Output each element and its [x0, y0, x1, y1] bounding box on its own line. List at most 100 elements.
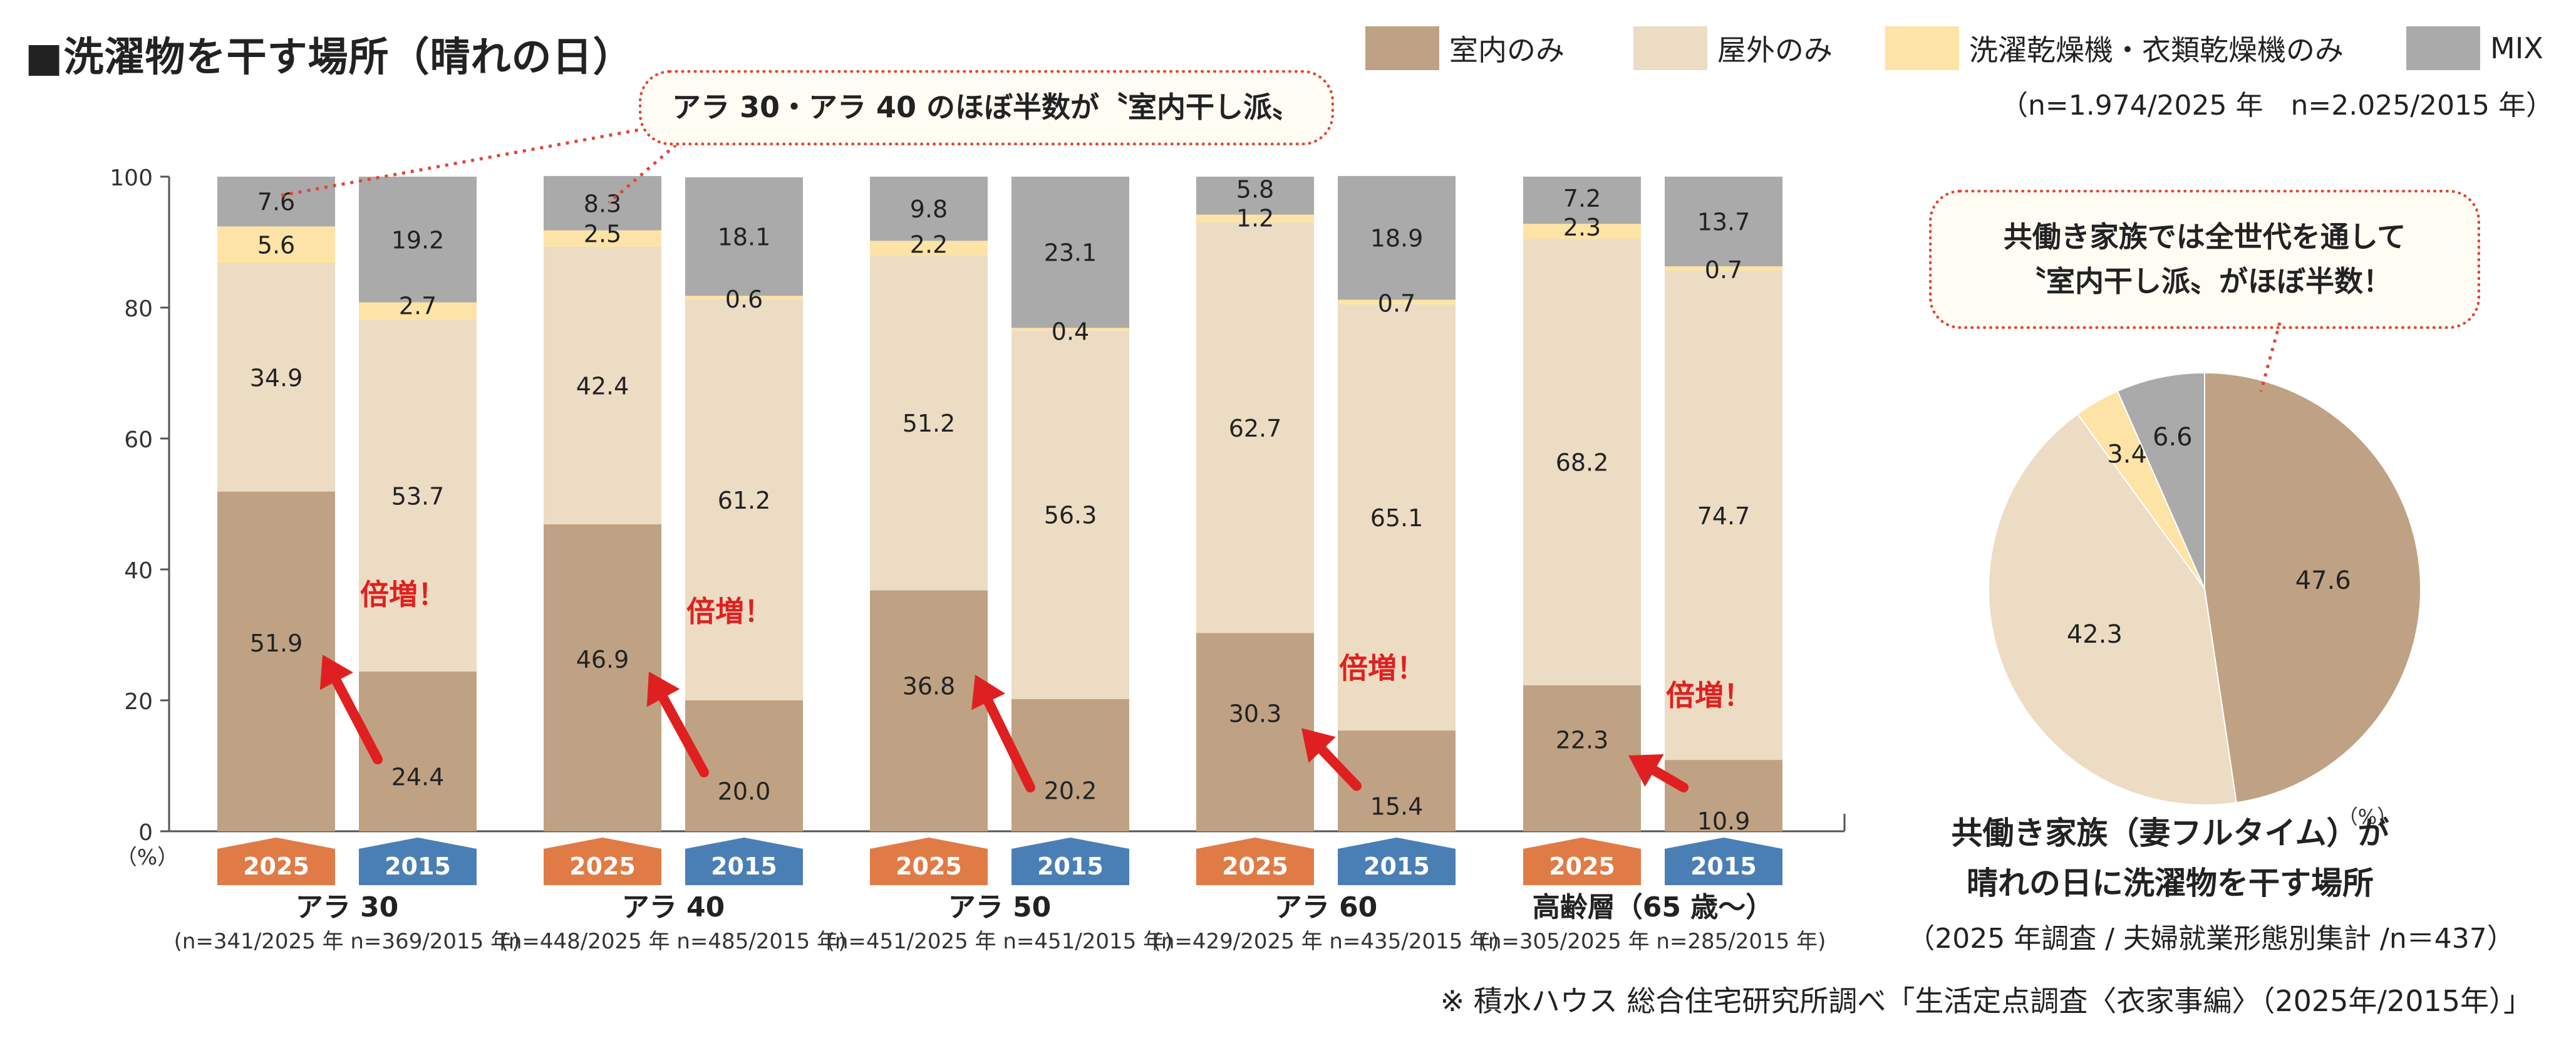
increase-arrowhead — [971, 675, 1006, 710]
bar-segment-indoor — [217, 491, 335, 831]
increase-label: 倍増！ — [1339, 651, 1425, 685]
year-badge-2015 — [359, 838, 477, 885]
bar-value-label: 42.4 — [576, 372, 629, 400]
sample-size-note: （n=1.974/2025 年 n=2.025/2015 年） — [2000, 90, 2553, 122]
legend-swatch-dryer — [1885, 26, 1959, 70]
bar-segment-outdoor — [1523, 239, 1641, 685]
bar-value-label: 0.4 — [1052, 318, 1089, 345]
y-unit-label: （%） — [116, 845, 178, 870]
bar-value-label: 7.2 — [1563, 185, 1601, 212]
year-badge-label: 2025 — [1222, 853, 1288, 880]
bar-segment-indoor — [1196, 633, 1314, 831]
pie-value-label: 3.4 — [2107, 440, 2147, 469]
bar-segment-dryer — [1196, 214, 1314, 223]
group-sample-size: (n=451/2025 年 n=451/2015 年) — [827, 929, 1173, 954]
group-label: アラ 30 — [296, 891, 399, 923]
increase-arrowhead — [646, 672, 680, 707]
bar-segment-dryer — [870, 241, 988, 256]
bar-value-label: 56.3 — [1044, 502, 1097, 529]
bar-segment-outdoor — [1338, 304, 1456, 731]
y-tick-label: 100 — [110, 165, 153, 191]
year-badge-2025 — [217, 838, 335, 885]
bar-segment-indoor — [870, 590, 988, 831]
increase-label: 倍増！ — [360, 578, 447, 611]
bar-value-label: 2.2 — [910, 231, 948, 258]
bar-value-label: 19.2 — [391, 226, 445, 254]
bar-value-label: 18.1 — [718, 224, 771, 251]
year-badge-2025 — [1523, 838, 1641, 885]
y-tick-label: 20 — [124, 689, 153, 715]
year-badge-label: 2015 — [385, 853, 451, 880]
bar-segment-mix — [1196, 177, 1314, 215]
bar-value-label: 5.6 — [257, 232, 295, 259]
bar-value-label: 2.5 — [584, 221, 621, 248]
legend-item-indoor: 室内のみ — [1365, 26, 1565, 70]
bar-segment-indoor — [1011, 698, 1129, 831]
year-badge-label: 2025 — [1549, 853, 1615, 880]
bar-value-label: 36.8 — [903, 673, 956, 700]
bar-segment-dryer — [544, 230, 661, 247]
bar-value-label: 0.6 — [725, 286, 763, 313]
y-tick-label: 60 — [124, 427, 153, 453]
bar-value-label: 9.8 — [910, 195, 948, 223]
source-note: ※ 積水ハウス 総合住宅研究所調べ「生活定点調査〈衣家事編〉（2025年/201… — [1440, 984, 2532, 1018]
year-badge-label: 2015 — [711, 853, 777, 880]
bar-segment-outdoor — [217, 262, 335, 492]
bar-segment-outdoor — [1196, 222, 1314, 633]
bar-segment-mix — [1338, 175, 1456, 300]
bar-value-label: 1.2 — [1236, 205, 1274, 232]
bar-value-label: 15.4 — [1370, 793, 1424, 821]
bar-value-label: 53.7 — [391, 482, 445, 510]
bar-value-label: 2.3 — [1563, 214, 1601, 241]
bar-value-label: 20.2 — [1044, 777, 1097, 804]
bar-segment-outdoor — [1011, 330, 1129, 699]
callout-main: アラ 30・アラ 40 のほぼ半数が〝室内干し派〟 — [639, 70, 1334, 145]
bar-value-label: 24.4 — [391, 764, 445, 791]
legend-label-mix: MIX — [2490, 31, 2543, 65]
group-label: 高齢層（65 歳～） — [1533, 891, 1774, 923]
bar-segment-indoor — [1523, 685, 1641, 831]
bar-value-label: 74.7 — [1697, 502, 1751, 530]
bar-value-label: 23.1 — [1044, 239, 1097, 267]
bar-value-label: 18.9 — [1370, 225, 1424, 252]
y-tick-label: 80 — [124, 296, 153, 322]
bar-segment-dryer — [685, 296, 803, 300]
increase-arrow — [1317, 745, 1362, 791]
bar-segment-outdoor — [359, 319, 477, 672]
callout-main-text: アラ 30・アラ 40 のほぼ半数が〝室内干し派〟 — [671, 90, 1301, 125]
pie-slice-mix — [2116, 371, 2205, 589]
group-sample-size: (n=305/2025 年 n=285/2015 年) — [1480, 929, 1826, 954]
year-badge-2025 — [1196, 838, 1314, 885]
bar-segment-mix — [685, 177, 803, 296]
increase-label: 倍増！ — [1666, 678, 1752, 712]
bar-segment-outdoor — [685, 299, 803, 701]
bar-value-label: 2.7 — [399, 293, 437, 320]
legend-item-mix: MIX — [2406, 26, 2543, 70]
bar-segment-dryer — [1665, 266, 1782, 271]
year-badge-2015 — [1011, 838, 1129, 885]
y-tick-label: 0 — [138, 820, 153, 846]
bar-value-label: 34.9 — [250, 364, 303, 392]
bar-segment-dryer — [1338, 299, 1456, 304]
bar-value-label: 10.9 — [1697, 807, 1751, 835]
bar-value-label: 46.9 — [576, 646, 629, 673]
bar-segment-mix — [1523, 177, 1641, 224]
bar-value-label: 5.8 — [1236, 176, 1274, 204]
bar-segment-mix — [544, 175, 661, 231]
legend-label-indoor: 室内のみ — [1449, 33, 1565, 67]
bar-segment-outdoor — [1665, 271, 1782, 760]
increase-arrow — [658, 693, 709, 777]
group-sample-size: (n=448/2025 年 n=485/2015 年) — [500, 929, 847, 954]
legend-swatch-outdoor — [1633, 26, 1707, 70]
group-sample-size: (n=429/2025 年 n=435/2015 年) — [1153, 929, 1499, 954]
pie-chart: 47.6 42.3 3.46.6 （%） — [1988, 371, 2421, 827]
year-badge-2025 — [544, 838, 661, 885]
year-badge-label: 2025 — [896, 853, 962, 880]
legend-swatch-indoor — [1365, 26, 1439, 70]
pie-value-label: 42.3 — [2067, 620, 2123, 649]
bar-value-label: 20.0 — [718, 778, 771, 806]
bar-segment-dryer — [359, 302, 477, 320]
pie-unit-label: （%） — [2338, 805, 2397, 827]
bar-segment-mix — [359, 177, 477, 303]
bar-segment-indoor — [1665, 760, 1782, 831]
